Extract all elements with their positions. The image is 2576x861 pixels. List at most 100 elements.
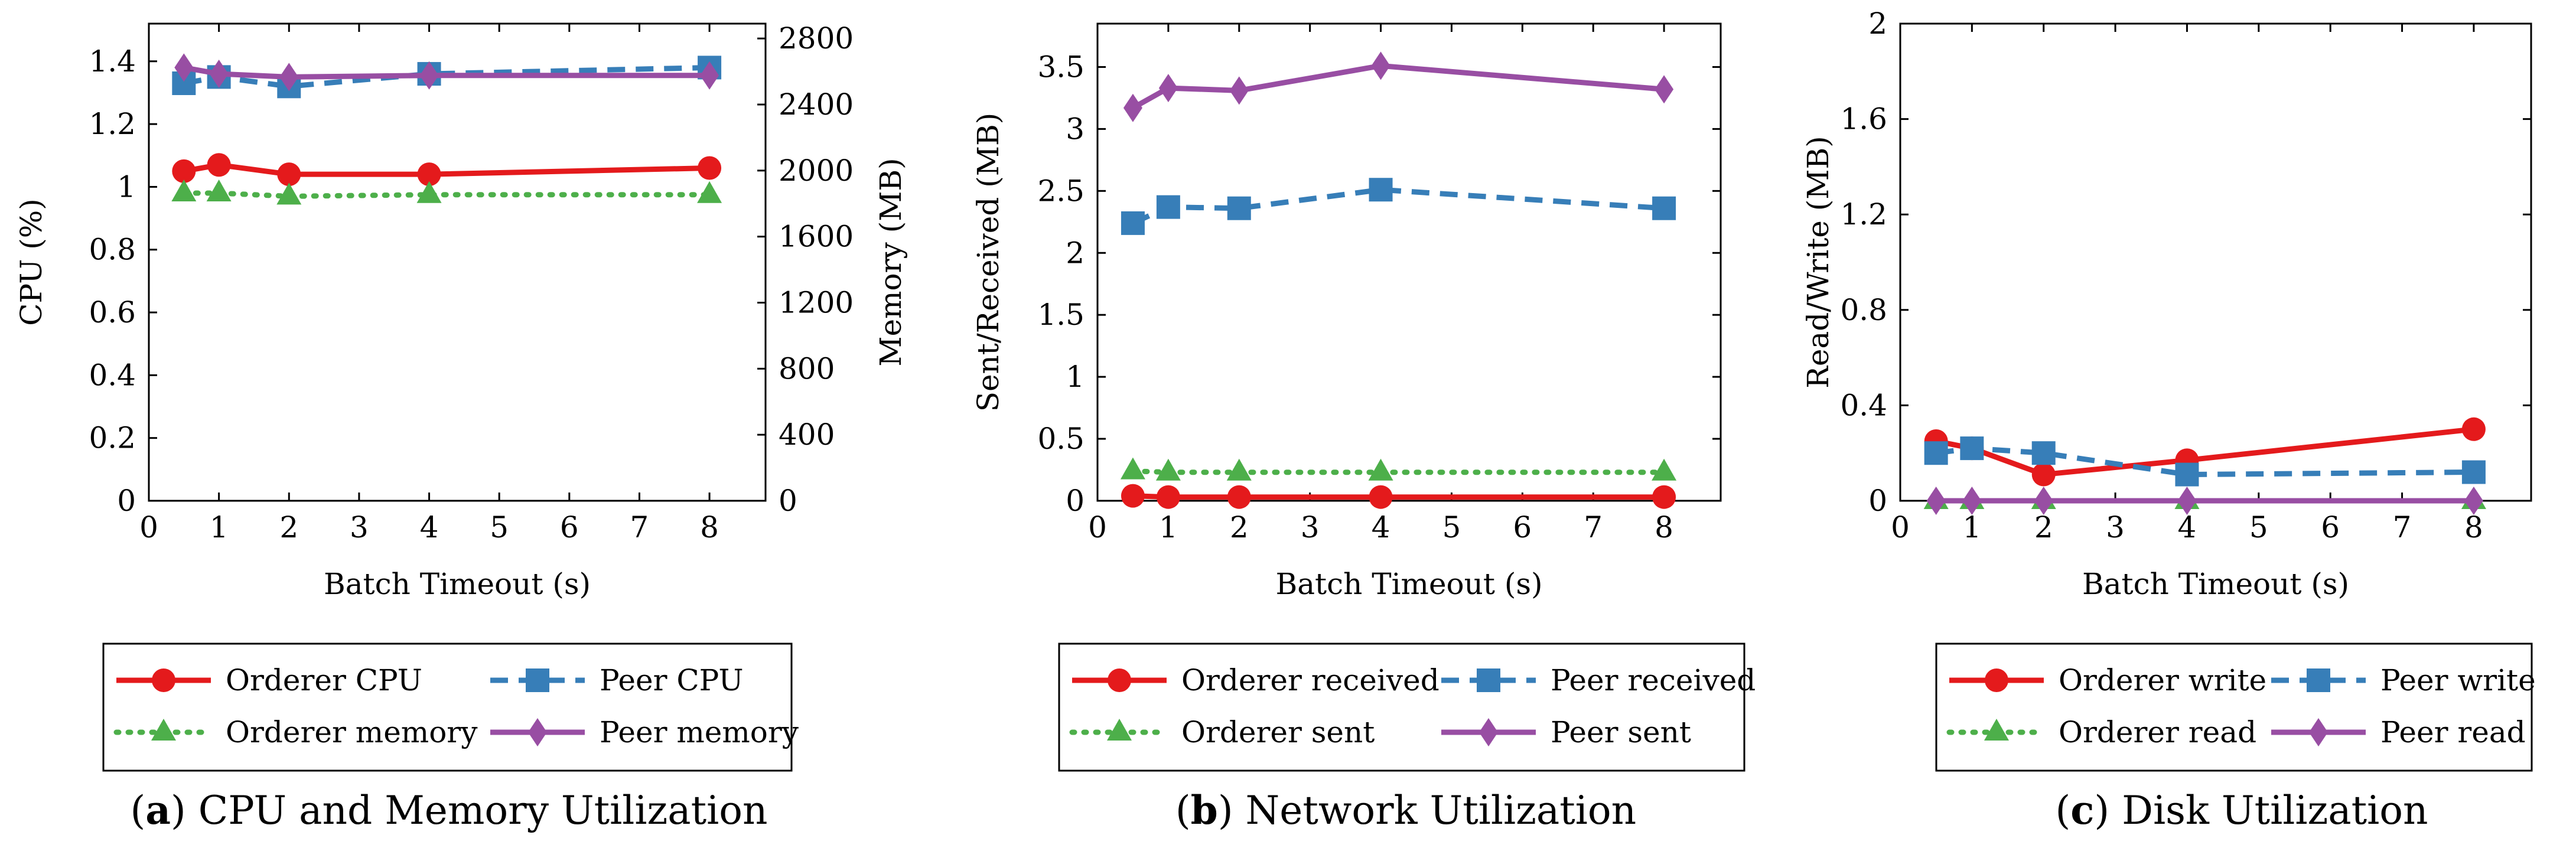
legend-item: Peer sent — [1441, 715, 1691, 749]
data-point — [697, 181, 722, 203]
y-axis-label: CPU (%) — [14, 198, 48, 326]
series-line — [1132, 187, 1665, 226]
data-point — [1369, 178, 1393, 202]
x-axis-label: Batch Timeout (s) — [324, 567, 591, 601]
chart-panel-b: 0 1 2 3 4 5 6 7 8 0 0.5 1 1.5 2 2.5 3 3.5 Batch Timeout (… — [971, 22, 1756, 833]
data-point — [2031, 441, 2056, 465]
x-tick-label: 1 — [1159, 510, 1178, 544]
y-tick-label: 3 — [1066, 112, 1085, 146]
legend-item: Orderer read — [1946, 715, 2256, 749]
chart-panel-c: 0 1 2 3 4 5 6 7 8 0 0.4 0.8 1.2 1.6 2 Batch Timeout (s)… — [1801, 6, 2536, 833]
data-point — [276, 182, 302, 205]
panel-caption: (a) CPU and Memory Utilization — [131, 787, 768, 833]
x-tick-label: 8 — [1655, 510, 1673, 544]
legend-item: Peer read — [2271, 715, 2526, 749]
x-tick-label: 1 — [210, 510, 229, 544]
x-tick-label: 8 — [700, 510, 719, 544]
y-axis-right-label: Memory (MB) — [874, 158, 908, 366]
x-tick-label: 0 — [139, 510, 158, 544]
data-point — [206, 180, 232, 202]
data-point — [2177, 487, 2197, 515]
x-axis-label: Batch Timeout (s) — [2082, 567, 2349, 601]
data-point — [209, 60, 229, 89]
data-point — [277, 162, 301, 187]
x-tick-label: 2 — [1230, 510, 1249, 544]
x-tick-label: 7 — [1584, 510, 1603, 544]
data-point — [1962, 487, 1982, 515]
data-point — [1652, 196, 1676, 220]
x-tick-label: 4 — [2178, 510, 2197, 544]
data-point — [1156, 485, 1180, 509]
y-tick-label: 1 — [1066, 360, 1085, 394]
legend-marker — [152, 668, 175, 692]
legend-label: Orderer read — [2059, 715, 2256, 749]
legend-label: Orderer CPU — [226, 663, 422, 697]
data-point — [2464, 487, 2483, 515]
y-axis-label: Sent/Received (MB) — [971, 113, 1005, 412]
legend-label: Orderer write — [2059, 663, 2266, 697]
legend-label: Peer memory — [600, 715, 799, 749]
legend-label: Orderer memory — [226, 715, 478, 749]
data-point — [2175, 462, 2199, 487]
x-tick-label: 5 — [2249, 510, 2268, 544]
legend-marker — [1108, 668, 1131, 692]
x-tick-label: 6 — [1513, 510, 1532, 544]
plot-frame — [148, 22, 767, 502]
plot-frame — [1899, 22, 2532, 502]
data-point — [419, 61, 439, 90]
y-right-tick-label: 0 — [779, 484, 797, 518]
y-tick-label: 1.2 — [1840, 197, 1887, 231]
y-tick-label: 0.8 — [1840, 293, 1887, 327]
x-tick-label: 2 — [2034, 510, 2053, 544]
data-point — [1226, 458, 1252, 481]
y-tick-label: 0.5 — [1037, 422, 1085, 456]
legend-marker — [526, 668, 549, 692]
data-point — [1655, 75, 1674, 104]
legend-item: Orderer received — [1072, 663, 1440, 697]
data-point — [174, 53, 194, 82]
x-tick-label: 6 — [560, 510, 579, 544]
panel-caption: (b) Network Utilization — [1175, 787, 1636, 833]
legend-marker — [528, 718, 547, 746]
x-tick-label: 7 — [630, 510, 649, 544]
legend-item: Orderer sent — [1069, 715, 1375, 749]
x-tick-label: 3 — [350, 510, 369, 544]
series-orderer-cpu — [172, 153, 722, 187]
caption-text: Network Utilization — [1246, 788, 1637, 833]
caption-letter: a — [145, 787, 171, 833]
y-right-tick-label: 2400 — [779, 87, 854, 122]
data-point — [2461, 417, 2486, 441]
series-orderer-memory — [171, 180, 722, 205]
series-line — [1130, 468, 1667, 475]
caption-text: Disk Utilization — [2122, 788, 2428, 833]
data-point — [1227, 485, 1251, 509]
x-tick-label: 8 — [2464, 510, 2483, 544]
series-line — [183, 64, 710, 89]
legend-item: Peer received — [1441, 663, 1756, 697]
data-point — [1158, 74, 1178, 103]
y-right-tick-label: 2000 — [779, 154, 854, 188]
series-peer-read — [1926, 487, 2483, 515]
data-point — [1156, 195, 1180, 219]
caption-letter: b — [1191, 787, 1218, 833]
series-peer-memory — [174, 53, 719, 92]
legend-marker — [151, 719, 176, 741]
legend-label: Orderer sent — [1181, 715, 1375, 749]
data-point — [1227, 196, 1251, 220]
series-orderer-received — [1121, 484, 1676, 509]
data-point — [172, 159, 196, 183]
legend-marker — [1984, 719, 2009, 741]
x-tick-label: 5 — [1442, 510, 1461, 544]
x-tick-label: 3 — [1301, 510, 1320, 544]
y-tick-label: 0 — [117, 484, 136, 518]
series-line — [1131, 63, 1665, 110]
y-tick-label: 0.2 — [89, 421, 136, 455]
x-tick-label: 0 — [1891, 510, 1910, 544]
series-line — [183, 162, 710, 177]
y-tick-label: 0.4 — [89, 358, 136, 392]
data-point — [171, 180, 197, 202]
y-tick-label: 3.5 — [1037, 50, 1085, 84]
legend-label: Peer sent — [1551, 715, 1691, 749]
x-tick-label: 1 — [1962, 510, 1981, 544]
y-tick-label: 0 — [1868, 484, 1887, 518]
